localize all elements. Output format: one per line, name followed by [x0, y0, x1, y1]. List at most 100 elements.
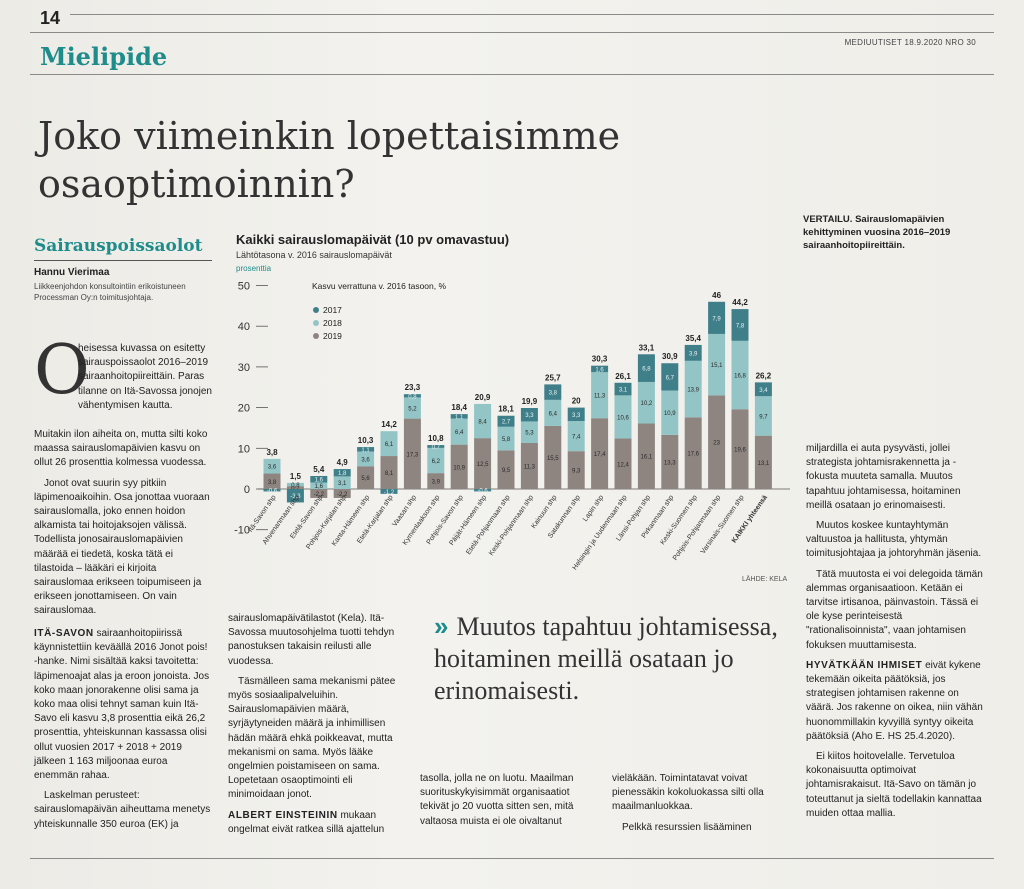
bar-segment: [754, 435, 772, 489]
column-2: sairauslomapäivätilastot (Kela). Itä-Sav…: [228, 612, 406, 843]
data-label: 11,3: [594, 394, 606, 400]
data-label: 3,6: [268, 465, 277, 471]
bar-segment: [427, 473, 445, 489]
legend-label: 2018: [323, 318, 342, 328]
paragraph: Ei kiitos hoitovelalle. Tervetuloa kokon…: [806, 751, 982, 819]
data-label: 6,2: [432, 459, 441, 465]
bar-segment: [263, 489, 281, 492]
bar-segment: [286, 482, 304, 487]
bar-segment: [333, 469, 351, 477]
y-tick-label: 50: [238, 281, 250, 293]
data-label: 1,8: [338, 471, 347, 477]
bar-segment: [403, 394, 421, 398]
legend-swatch: [313, 307, 319, 313]
data-label: 16,1: [641, 455, 653, 461]
data-label: 9,7: [759, 414, 768, 420]
total-label: 18,1: [498, 405, 514, 414]
category-label: Satakunnan shp: [547, 494, 582, 540]
data-label: 9,3: [572, 469, 581, 475]
article-headline: Joko viimeinkin lopettaisimme osaoptimoi…: [38, 114, 621, 206]
category-label: Lapin shp: [582, 494, 605, 523]
bar-segment: [427, 445, 445, 448]
bar-segment: [637, 381, 655, 424]
total-label: 18,4: [451, 403, 467, 412]
data-label: 23: [713, 441, 720, 447]
bar-segment: [357, 451, 375, 467]
total-label: 19,9: [522, 397, 538, 406]
category-label: Vaasan shp: [391, 494, 418, 528]
category-label: Pohjois-Pohjanmaan shp: [672, 494, 722, 562]
data-label: 5,3: [525, 431, 534, 437]
bar-segment: [403, 418, 421, 489]
paragraph: vieläkään. Toimintatavat voivat pienessä…: [612, 773, 764, 813]
paragraph: HYVÄTKÄÄN IHMISET eivät kykene tekemään …: [806, 659, 986, 744]
bar-segment: [731, 409, 749, 489]
bar-segment: [544, 399, 562, 426]
data-label: -2,2: [314, 492, 325, 498]
paragraph: Jonot ovat suurin syy pitkiin läpimenoai…: [34, 477, 210, 617]
paragraph-lead: ITÄ-SAVON: [34, 628, 94, 639]
bar-segment: [497, 426, 515, 451]
column-4: vieläkään. Toimintatavat voivat pienessä…: [612, 772, 792, 841]
category-label: Etelä-Savon shp: [289, 494, 324, 540]
paragraph: ITÄ-SAVON sairaanhoitopiirissä käynniste…: [34, 627, 212, 783]
column-1: Muitakin ilon aiheita on, mutta silti ko…: [34, 428, 212, 625]
bar-segment: [520, 421, 538, 444]
data-label: 3,1: [619, 388, 628, 394]
section-title: Mielipide: [40, 42, 168, 71]
data-label: 17,6: [687, 452, 699, 458]
category-label: Kanta-Hämeen shp: [331, 494, 371, 548]
bar-segment: [614, 382, 632, 396]
bar-segment: [614, 438, 632, 489]
bar-segment: [567, 421, 585, 452]
total-label: 26,2: [756, 371, 772, 380]
data-label: 10,6: [617, 415, 629, 421]
data-label: 12,4: [617, 462, 629, 468]
bar-segment: [614, 395, 632, 439]
bar-segment: [708, 301, 726, 334]
pull-quote: » Muutos tapahtuu johtamisessa, hoitamine…: [434, 610, 784, 707]
bar-segment: [567, 451, 585, 489]
total-label: 33,1: [639, 343, 655, 352]
top-rule: [70, 14, 994, 15]
bar-segment: [684, 417, 702, 489]
paragraph: Muitakin ilon aiheita on, mutta silti ko…: [34, 429, 208, 469]
total-label: 10,8: [428, 434, 444, 443]
bar-segment: [380, 489, 398, 494]
data-label: 2,7: [502, 420, 511, 426]
data-label: 6,7: [666, 375, 675, 381]
category-label: Etelä-Karjalan shp: [356, 494, 395, 545]
author-name: Hannu Vierimaa: [34, 267, 110, 278]
paragraph: Tätä muutosta ei voi delegoida tämän ale…: [806, 568, 983, 651]
data-label: 0,8: [408, 394, 417, 400]
data-label: 1,1: [361, 448, 370, 454]
category-label: Keski-Pohjanmaan shp: [488, 494, 535, 557]
data-label: 7,8: [736, 323, 745, 329]
data-label: 9,5: [502, 468, 511, 474]
data-label: 3,8: [549, 391, 558, 397]
data-label: -0,6: [477, 489, 488, 495]
bar-segment: [310, 475, 328, 483]
top-rule-2: [30, 32, 994, 33]
data-label: 3,8: [268, 480, 277, 486]
y-tick-label: 30: [238, 362, 250, 374]
category-label: Ahvenanmaan shp: [262, 494, 301, 546]
bar-segment: [591, 372, 609, 419]
paragraph-text: sairaanhoitopiirissä käynnistettiin kevä…: [34, 628, 210, 782]
bar-segment: [661, 390, 679, 435]
category-label: Päijät-Hämeen shp: [448, 494, 488, 547]
bar-segment: [591, 365, 609, 373]
data-label: 3,6: [361, 457, 370, 463]
bar-segment: [754, 382, 772, 397]
bar-segment: [754, 396, 772, 436]
bar-segment: [520, 408, 538, 422]
category-label: Etelä-Pohjanmaan shp: [465, 494, 511, 556]
caption-lead: VERTAILU.: [803, 214, 853, 225]
y-tick-label: 10: [238, 443, 250, 455]
paragraph: tasolla, jolla ne on luotu. Maailman suo…: [420, 773, 574, 827]
quote-mark-icon: »: [434, 611, 449, 641]
bar-segment: [708, 395, 726, 489]
bar-segment: [520, 443, 538, 489]
bar-segment: [333, 489, 351, 498]
total-label: 35,4: [685, 334, 701, 343]
